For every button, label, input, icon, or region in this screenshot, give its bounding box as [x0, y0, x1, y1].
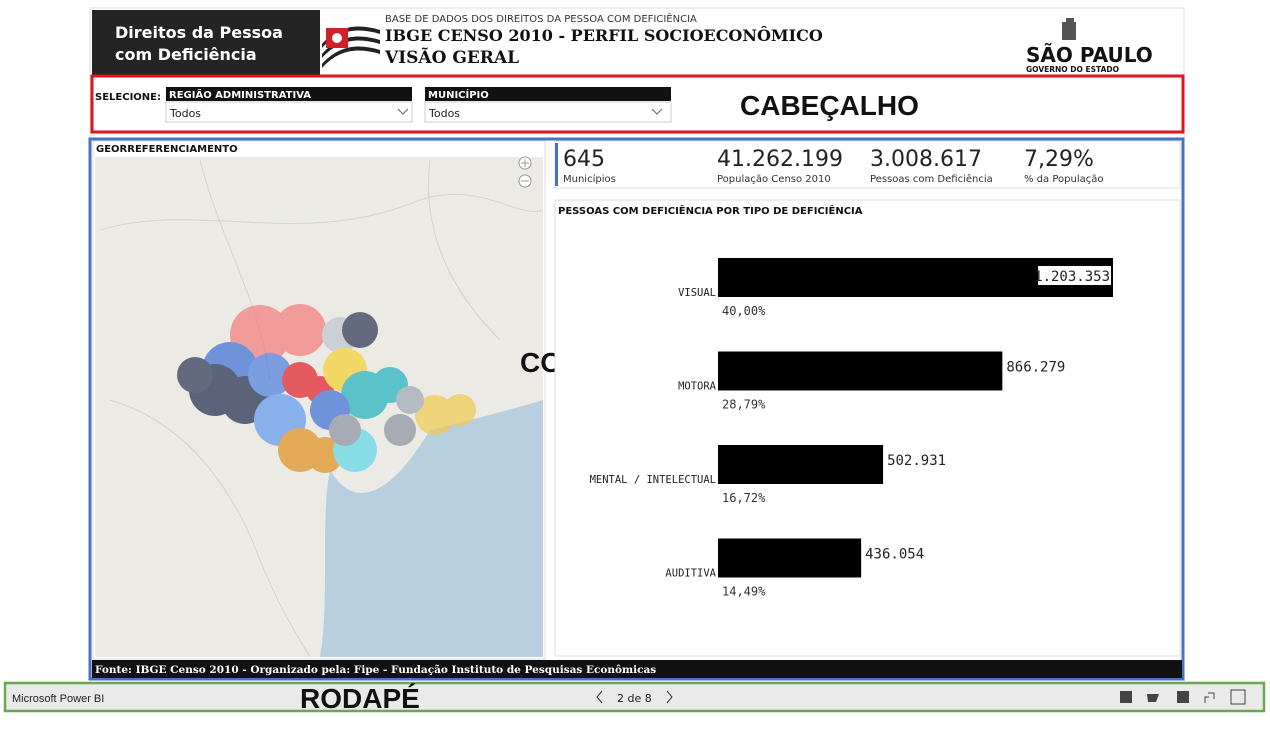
kpi-accent — [555, 143, 558, 186]
dropdown-value[interactable]: Todos — [169, 107, 201, 120]
bar — [718, 445, 883, 484]
logo-subtitle: GOVERNO DO ESTADO — [1026, 65, 1119, 74]
category-label: AUDITIVA — [665, 568, 716, 580]
power-bi-report: Direitos da Pessoa com Deficiência BASE … — [0, 0, 1270, 727]
kpi-caption: Municípios — [563, 173, 616, 185]
value-label: 436.054 — [865, 547, 924, 563]
bar — [718, 352, 1002, 391]
map-title: GEORREFERENCIAMENTO — [96, 144, 238, 155]
logo-title: SÃO PAULO — [1026, 43, 1153, 67]
header-annotation: CABEÇALHO — [740, 90, 919, 121]
category-label: MOTORA — [678, 381, 717, 393]
header-subtitle: VISÃO GERAL — [384, 46, 519, 68]
kpi-caption: % da População — [1024, 174, 1103, 185]
dropdown[interactable]: Todos — [425, 102, 671, 122]
chart-title: PESSOAS COM DEFICIÊNCIA POR TIPO DE DEFI… — [558, 204, 863, 217]
header-title: IBGE CENSO 2010 - PERFIL SOCIOECONÔMICO — [385, 25, 823, 45]
header-overline: BASE DE DADOS DOS DIREITOS DA PESSOA COM… — [385, 12, 697, 25]
share-label: 40,00% — [722, 304, 766, 318]
source-text: Fonte: IBGE Censo 2010 - Organizado pela… — [95, 664, 656, 676]
filter-title: MUNICÍPIO — [428, 88, 489, 101]
dropdown-value[interactable]: Todos — [428, 107, 460, 120]
kpi-value: 41.262.199 — [717, 147, 843, 172]
kpi-value: 7,29% — [1024, 147, 1094, 172]
facebook-icon[interactable] — [1177, 691, 1189, 703]
footer-annotation: RODAPÉ — [300, 683, 420, 714]
share-label: 28,79% — [722, 398, 766, 412]
brand-line: com Deficiência — [115, 45, 257, 64]
category-label: MENTAL / INTELECTUAL — [590, 474, 716, 486]
dropdown[interactable]: Todos — [166, 102, 412, 122]
kpi-caption: População Censo 2010 — [717, 174, 831, 185]
kpi-value: 645 — [563, 147, 605, 172]
linkedin-icon[interactable] — [1120, 691, 1132, 703]
value-label: 1.203.353 — [1034, 269, 1110, 285]
page-indicator: 2 de 8 — [617, 692, 652, 705]
kpi-value: 3.008.617 — [870, 147, 982, 172]
share-label: 14,49% — [722, 585, 766, 599]
filter-title: REGIÃO ADMINISTRATIVA — [169, 88, 311, 101]
share-label: 16,72% — [722, 491, 766, 505]
bar — [718, 539, 861, 578]
brand-line: Direitos da Pessoa — [115, 23, 283, 42]
value-label: 502.931 — [887, 453, 946, 469]
brand-box — [92, 10, 320, 76]
value-label: 866.279 — [1006, 360, 1065, 376]
category-label: VISUAL — [678, 287, 716, 299]
filter-label: SELECIONE: — [95, 92, 161, 103]
kpi-caption: Pessoas com Deficiência — [870, 173, 993, 185]
app-name: Microsoft Power BI — [12, 693, 104, 705]
